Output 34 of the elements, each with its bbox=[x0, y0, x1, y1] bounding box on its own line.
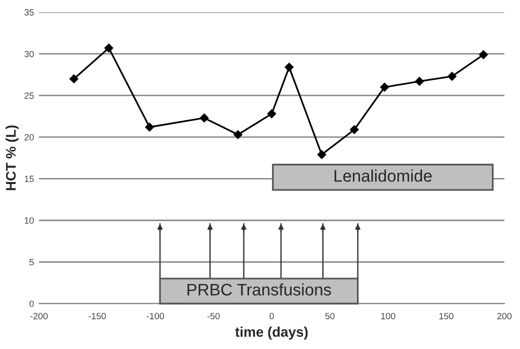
point bbox=[284, 62, 294, 72]
y-tick-label: 10 bbox=[24, 217, 34, 224]
point bbox=[479, 50, 488, 60]
x-tick-label: 50 bbox=[325, 312, 335, 320]
point bbox=[145, 122, 154, 132]
x-tick-label: -50 bbox=[207, 312, 220, 320]
x-tick-label: 150 bbox=[439, 312, 454, 320]
x-axis-title: time (days) bbox=[235, 326, 308, 340]
x-tick-label: 200 bbox=[497, 312, 512, 320]
point bbox=[69, 74, 78, 84]
y-tick-label: 0 bbox=[29, 300, 34, 307]
y-tick-label: 25 bbox=[24, 92, 34, 99]
band-label: Lenalidomide bbox=[334, 170, 432, 182]
y-tick-label: 15 bbox=[24, 176, 34, 182]
point bbox=[267, 109, 276, 118]
point bbox=[415, 76, 424, 86]
x-tick-label: -150 bbox=[88, 312, 106, 320]
y-tick-label: 30 bbox=[24, 50, 34, 58]
point bbox=[104, 44, 114, 52]
point bbox=[350, 125, 359, 134]
point bbox=[200, 114, 209, 122]
point bbox=[317, 150, 326, 160]
point bbox=[380, 82, 390, 92]
y-tick-label: 5 bbox=[29, 259, 34, 266]
x-tick-label: -100 bbox=[146, 312, 164, 320]
band-label: PRBC Transfusions bbox=[188, 283, 332, 296]
x-tick-label: -200 bbox=[30, 312, 48, 320]
y-axis-title: HCT % (L) bbox=[6, 125, 19, 190]
y-tick-label: 20 bbox=[24, 134, 34, 140]
point bbox=[234, 130, 242, 140]
point bbox=[448, 72, 456, 81]
x-tick-label: 0 bbox=[270, 312, 274, 320]
x-tick-label: 100 bbox=[381, 312, 396, 320]
y-tick-label: 35 bbox=[24, 9, 34, 16]
